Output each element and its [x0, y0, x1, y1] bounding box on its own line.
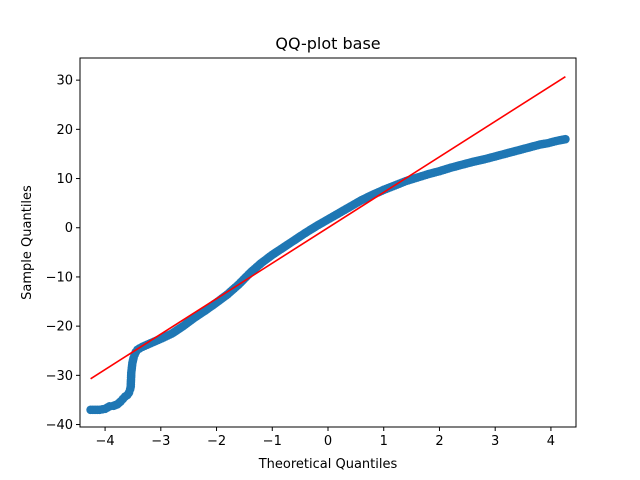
y-tick-label: 10	[56, 172, 73, 187]
x-tick-label: 3	[491, 434, 499, 449]
y-tick-label: 30	[56, 74, 73, 89]
y-tick-label: −20	[46, 320, 73, 335]
data-point	[561, 134, 570, 144]
x-tick-label: 4	[547, 434, 555, 449]
x-tick-label: −1	[263, 434, 282, 449]
y-tick-label: 20	[56, 123, 73, 138]
y-axis-label: Sample Quantiles	[20, 185, 35, 300]
y-tick-label: −40	[46, 418, 73, 433]
scatter-points	[86, 134, 570, 415]
chart-title: QQ-plot base	[275, 34, 380, 53]
x-tick-label: 2	[435, 434, 443, 449]
y-axis-ticks: −40 −30 −20 −10 0 10 20 30	[46, 74, 80, 433]
y-tick-label: −10	[46, 270, 73, 285]
reference-line-layer	[90, 76, 566, 380]
y-tick-label: 0	[65, 221, 73, 236]
reference-line	[90, 76, 566, 380]
x-tick-label: 0	[324, 434, 332, 449]
x-axis-label: Theoretical Quantiles	[258, 457, 398, 472]
x-axis-ticks: −4 −3 −2 −1 0 1 2 3 4	[95, 427, 555, 449]
x-tick-label: −3	[151, 434, 170, 449]
x-tick-label: −4	[95, 434, 114, 449]
y-tick-label: −30	[46, 369, 73, 384]
x-tick-label: −2	[207, 434, 226, 449]
x-tick-label: 1	[380, 434, 388, 449]
